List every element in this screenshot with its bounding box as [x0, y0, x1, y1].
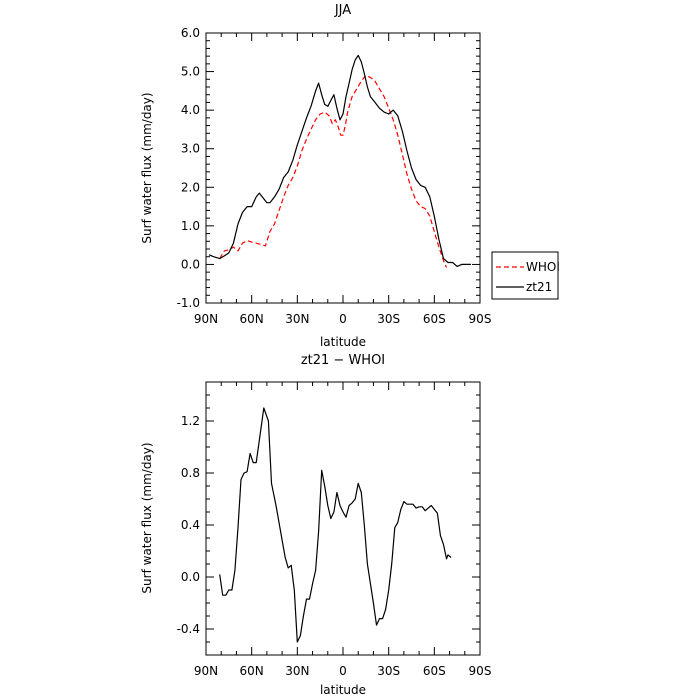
bottom-axis-ticks — [205, 381, 481, 656]
bottom-series-lines — [219, 407, 452, 643]
bottom-chart-ylabel: Surf water flux (mm/day) — [140, 442, 154, 593]
top-chart-title: JJA — [334, 3, 351, 18]
bottom-chart-panel: zt21 − WHOI Surf water flux (mm/day) lat… — [140, 353, 491, 697]
y-tick-label: 2.0 — [181, 180, 200, 194]
x-tick-label: 90S — [469, 312, 492, 326]
x-tick-label: 60N — [240, 664, 264, 678]
series-line-zt21 — [208, 54, 471, 267]
top-chart-xlabel: latitude — [320, 335, 366, 349]
x-tick-label: 30N — [285, 312, 309, 326]
series-line-whoi — [219, 74, 448, 268]
series-line-0 — [219, 407, 452, 643]
bottom-chart-xlabel: latitude — [320, 683, 366, 697]
y-tick-label: 0.8 — [181, 466, 200, 480]
bottom-chart-title: zt21 − WHOI — [301, 353, 385, 368]
y-tick-label: 1.0 — [181, 219, 200, 233]
y-tick-label: -1.0 — [177, 296, 200, 310]
legend-label-zt21: zt21 — [526, 280, 552, 294]
y-tick-label: 4.0 — [181, 103, 200, 117]
x-tick-label: 90N — [194, 312, 218, 326]
x-tick-label: 30S — [377, 664, 400, 678]
top-chart-ylabel: Surf water flux (mm/day) — [140, 92, 154, 243]
top-chart-panel: JJA Surf water flux (mm/day) latitude -1… — [140, 3, 560, 349]
x-tick-label: 30S — [377, 312, 400, 326]
x-tick-label: 60N — [240, 312, 264, 326]
x-tick-label: 0 — [339, 664, 347, 678]
bottom-x-tick-labels: 90N 60N 30N 0 30S 60S 90S — [194, 664, 492, 678]
y-tick-label: -0.4 — [177, 622, 200, 636]
top-plot-frame — [205, 32, 481, 304]
top-axis-ticks — [205, 32, 481, 304]
y-tick-label: 0.0 — [181, 257, 200, 271]
top-x-tick-labels: 90N 60N 30N 0 30S 60S 90S — [194, 312, 492, 326]
x-tick-label: 30N — [285, 664, 309, 678]
x-tick-label: 60S — [423, 664, 446, 678]
legend-box — [491, 251, 559, 300]
y-tick-label: 3.0 — [181, 142, 200, 156]
y-tick-label: 6.0 — [181, 26, 200, 40]
top-y-tick-labels: -1.0 0.0 1.0 2.0 3.0 4.0 5.0 6.0 — [177, 26, 200, 310]
bottom-plot-frame — [205, 381, 481, 656]
legend-label-whoi: WHOI — [526, 260, 560, 274]
bottom-y-tick-labels: -0.4 0.0 0.4 0.8 1.2 — [177, 414, 200, 636]
y-tick-label: 1.2 — [181, 414, 200, 428]
x-tick-label: 90N — [194, 664, 218, 678]
x-tick-label: 60S — [423, 312, 446, 326]
x-tick-label: 0 — [339, 312, 347, 326]
y-tick-label: 5.0 — [181, 65, 200, 79]
y-tick-label: 0.0 — [181, 570, 200, 584]
top-series-lines — [208, 54, 471, 268]
y-tick-label: 0.4 — [181, 518, 200, 532]
legend: WHOI zt21 — [491, 251, 560, 300]
x-tick-label: 90S — [469, 664, 492, 678]
